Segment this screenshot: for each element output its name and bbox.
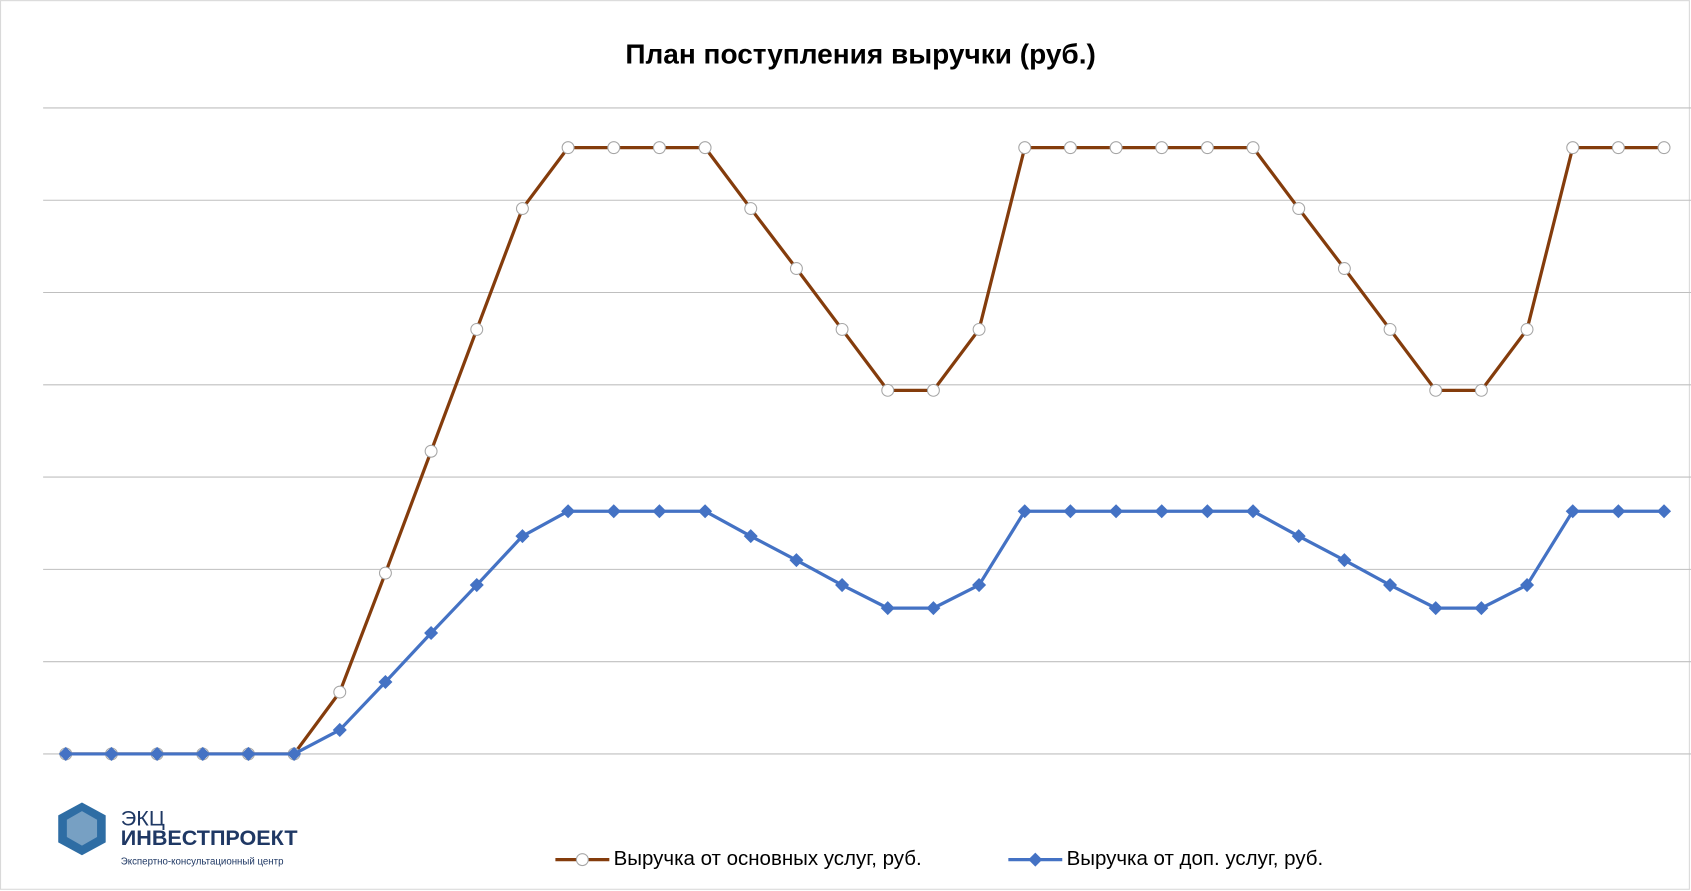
point (1429, 383, 1443, 397)
logo-icon-inner (66, 811, 98, 846)
point (58, 746, 73, 761)
point (104, 746, 119, 761)
point (698, 504, 713, 519)
point (1566, 141, 1580, 155)
point (1246, 141, 1260, 155)
point (1063, 141, 1077, 155)
series-line (65, 509, 1665, 756)
point (1200, 141, 1214, 155)
point (835, 578, 850, 593)
point (1018, 141, 1032, 155)
logo-text: ИНВЕСТПРОЕКТ (121, 825, 298, 850)
point (1109, 504, 1124, 519)
point (1565, 504, 1580, 519)
point (789, 262, 803, 275)
point (561, 504, 576, 519)
point (1657, 141, 1671, 155)
point (561, 141, 575, 155)
point (1383, 322, 1397, 336)
point (1017, 504, 1032, 519)
point (378, 566, 392, 580)
legend-label: Выручка от основных услуг, руб. (614, 847, 922, 870)
point (1474, 601, 1489, 616)
point (972, 578, 987, 593)
point (1154, 504, 1169, 519)
point (606, 504, 621, 519)
point (241, 746, 256, 761)
point (744, 202, 758, 216)
point (150, 746, 165, 761)
point (195, 746, 210, 761)
point (470, 322, 484, 336)
point (743, 529, 758, 544)
point (1520, 322, 1534, 336)
point (515, 202, 529, 216)
point (972, 322, 986, 336)
logo-icon (58, 802, 106, 856)
legend-label: Выручка от доп. услуг, руб. (1067, 847, 1324, 870)
point (1611, 141, 1625, 155)
point (926, 383, 940, 397)
point (1383, 578, 1398, 593)
point (652, 504, 667, 519)
point (881, 383, 895, 397)
point (1109, 141, 1123, 155)
point (1155, 141, 1169, 155)
series-line (65, 146, 1665, 756)
logo: ЭКЦ ИНВЕСТПРОЕКТ Экспертно-консультацион… (58, 802, 298, 867)
point (1246, 504, 1261, 519)
point (698, 141, 712, 155)
point (1611, 504, 1626, 519)
point (1474, 383, 1488, 397)
logo-subtext: Экспертно-консультационный центр (121, 856, 284, 867)
point (424, 626, 439, 641)
point (1292, 202, 1306, 216)
point (880, 601, 895, 616)
point (515, 529, 530, 544)
logo-text: ЭКЦ (121, 805, 165, 830)
chart-title: План поступления выручки (руб.) (625, 39, 1096, 70)
point (835, 322, 849, 336)
point (469, 578, 484, 593)
point (1337, 262, 1351, 275)
point (287, 746, 302, 761)
point (789, 553, 804, 568)
point (926, 601, 941, 616)
point (378, 674, 393, 689)
legend-marker (1028, 852, 1043, 867)
point (1428, 601, 1443, 616)
point (332, 722, 347, 737)
legend-marker (575, 853, 589, 867)
point (333, 685, 347, 699)
point (607, 141, 621, 155)
point (652, 141, 666, 155)
point (424, 444, 438, 458)
